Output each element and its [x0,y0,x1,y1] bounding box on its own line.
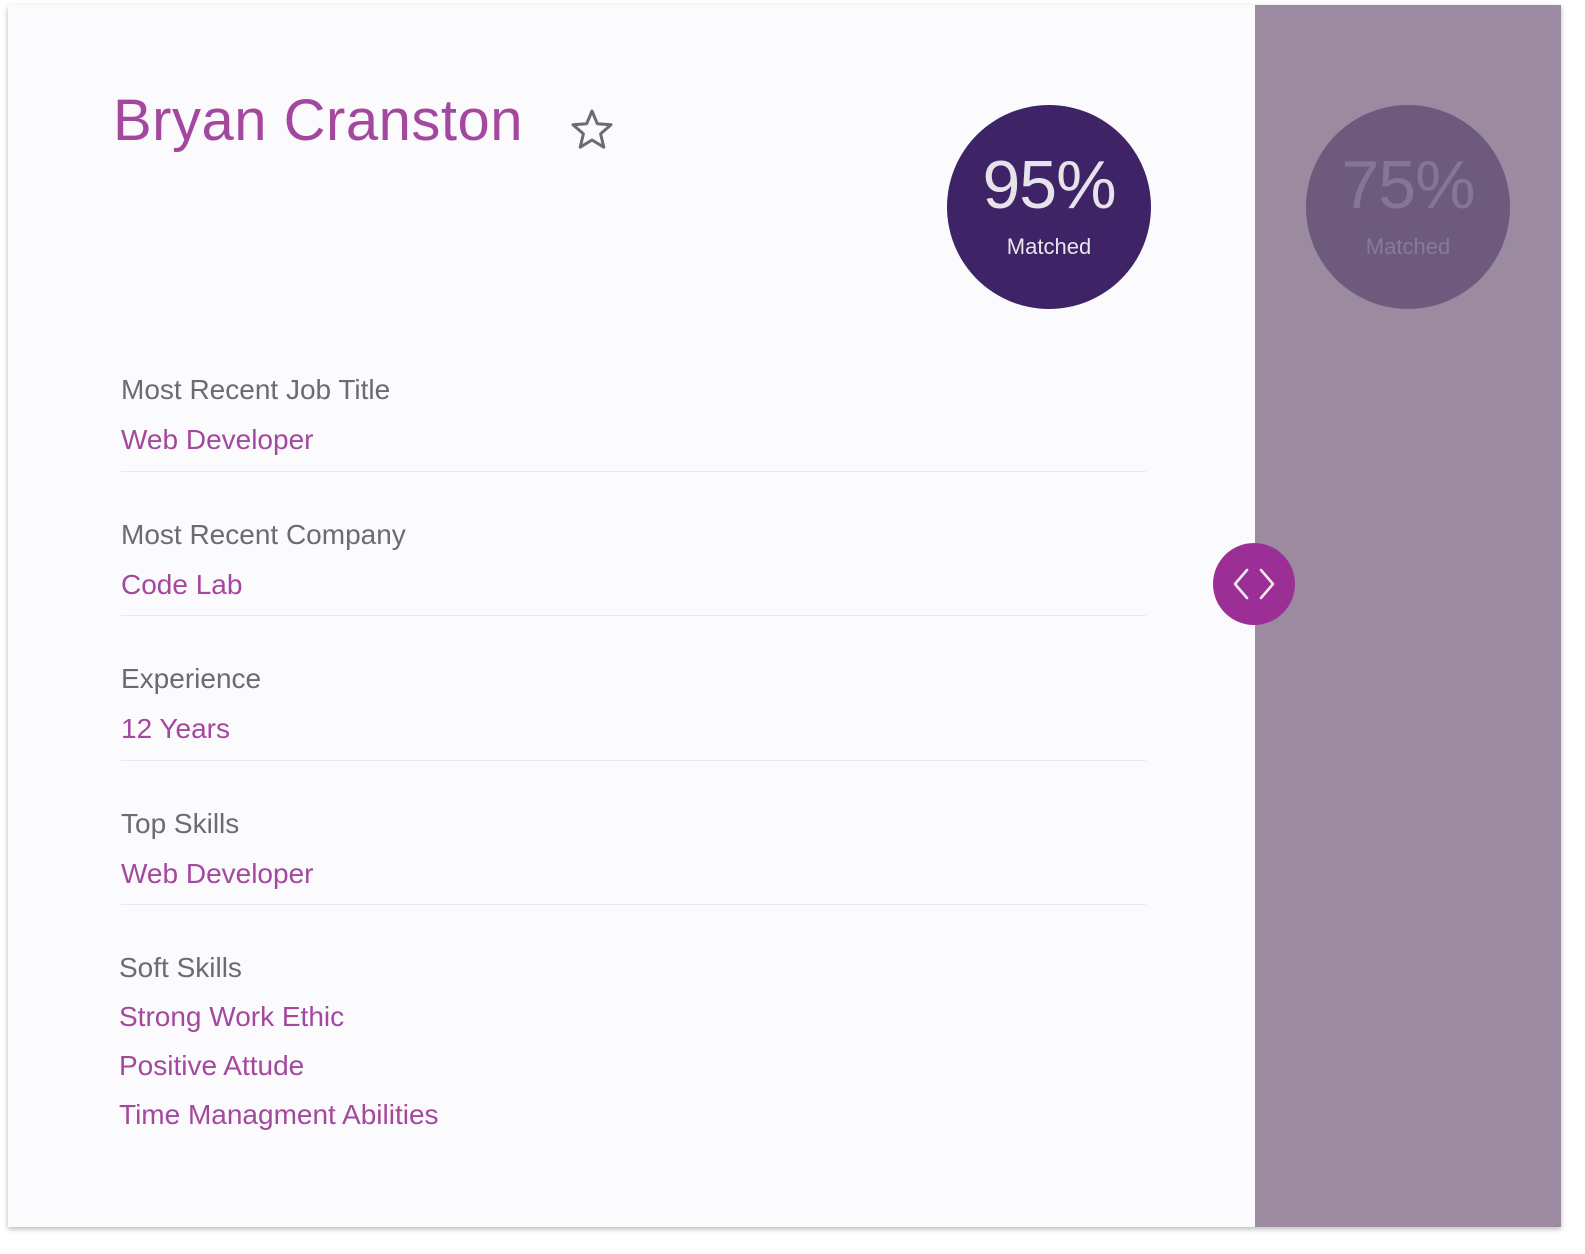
top-skills-label: Top Skills [121,808,240,839]
company-label: Most Recent Company [121,519,406,550]
chevron-left-right-icon [1233,568,1275,600]
top-skills-value: Web Developer [121,858,314,889]
secondary-match-percent: 75% [1341,147,1475,223]
job-title-value: Web Developer [121,424,314,455]
experience-section: Experience 12 Years [121,662,1146,746]
primary-match-badge: 95% Matched [947,105,1151,309]
divider [121,615,1146,616]
soft-skill-item: Positive Attude [119,1050,305,1081]
top-skills-section: Top Skills Web Developer [121,807,1146,891]
secondary-match-label: Matched [1365,234,1451,259]
job-title-section: Most Recent Job Title Web Developer [121,373,1146,457]
divider [121,760,1146,761]
experience-value: 12 Years [121,713,230,744]
soft-skills-label: Soft Skills [119,952,242,983]
favorite-star-icon[interactable] [569,107,615,153]
secondary-match-badge: 75% Matched [1306,105,1510,309]
primary-match-label: Matched [1006,234,1092,259]
soft-skill-item: Time Managment Abilities [119,1099,439,1130]
company-value: Code Lab [121,569,243,600]
company-section: Most Recent Company Code Lab [121,518,1146,602]
divider [121,471,1146,472]
candidate-name: Bryan Cranston [113,88,523,153]
candidate-nav-button[interactable] [1213,543,1295,625]
primary-match-percent: 95% [982,147,1116,223]
soft-skill-item: Strong Work Ethic [119,1001,345,1032]
soft-skills-section: Soft Skills Strong Work Ethic Positive A… [119,951,1144,1132]
experience-label: Experience [121,663,262,694]
job-title-label: Most Recent Job Title [121,374,391,405]
divider [121,904,1146,905]
candidate-card: Bryan Cranston 95% Matched 75% Matched M… [8,5,1561,1227]
